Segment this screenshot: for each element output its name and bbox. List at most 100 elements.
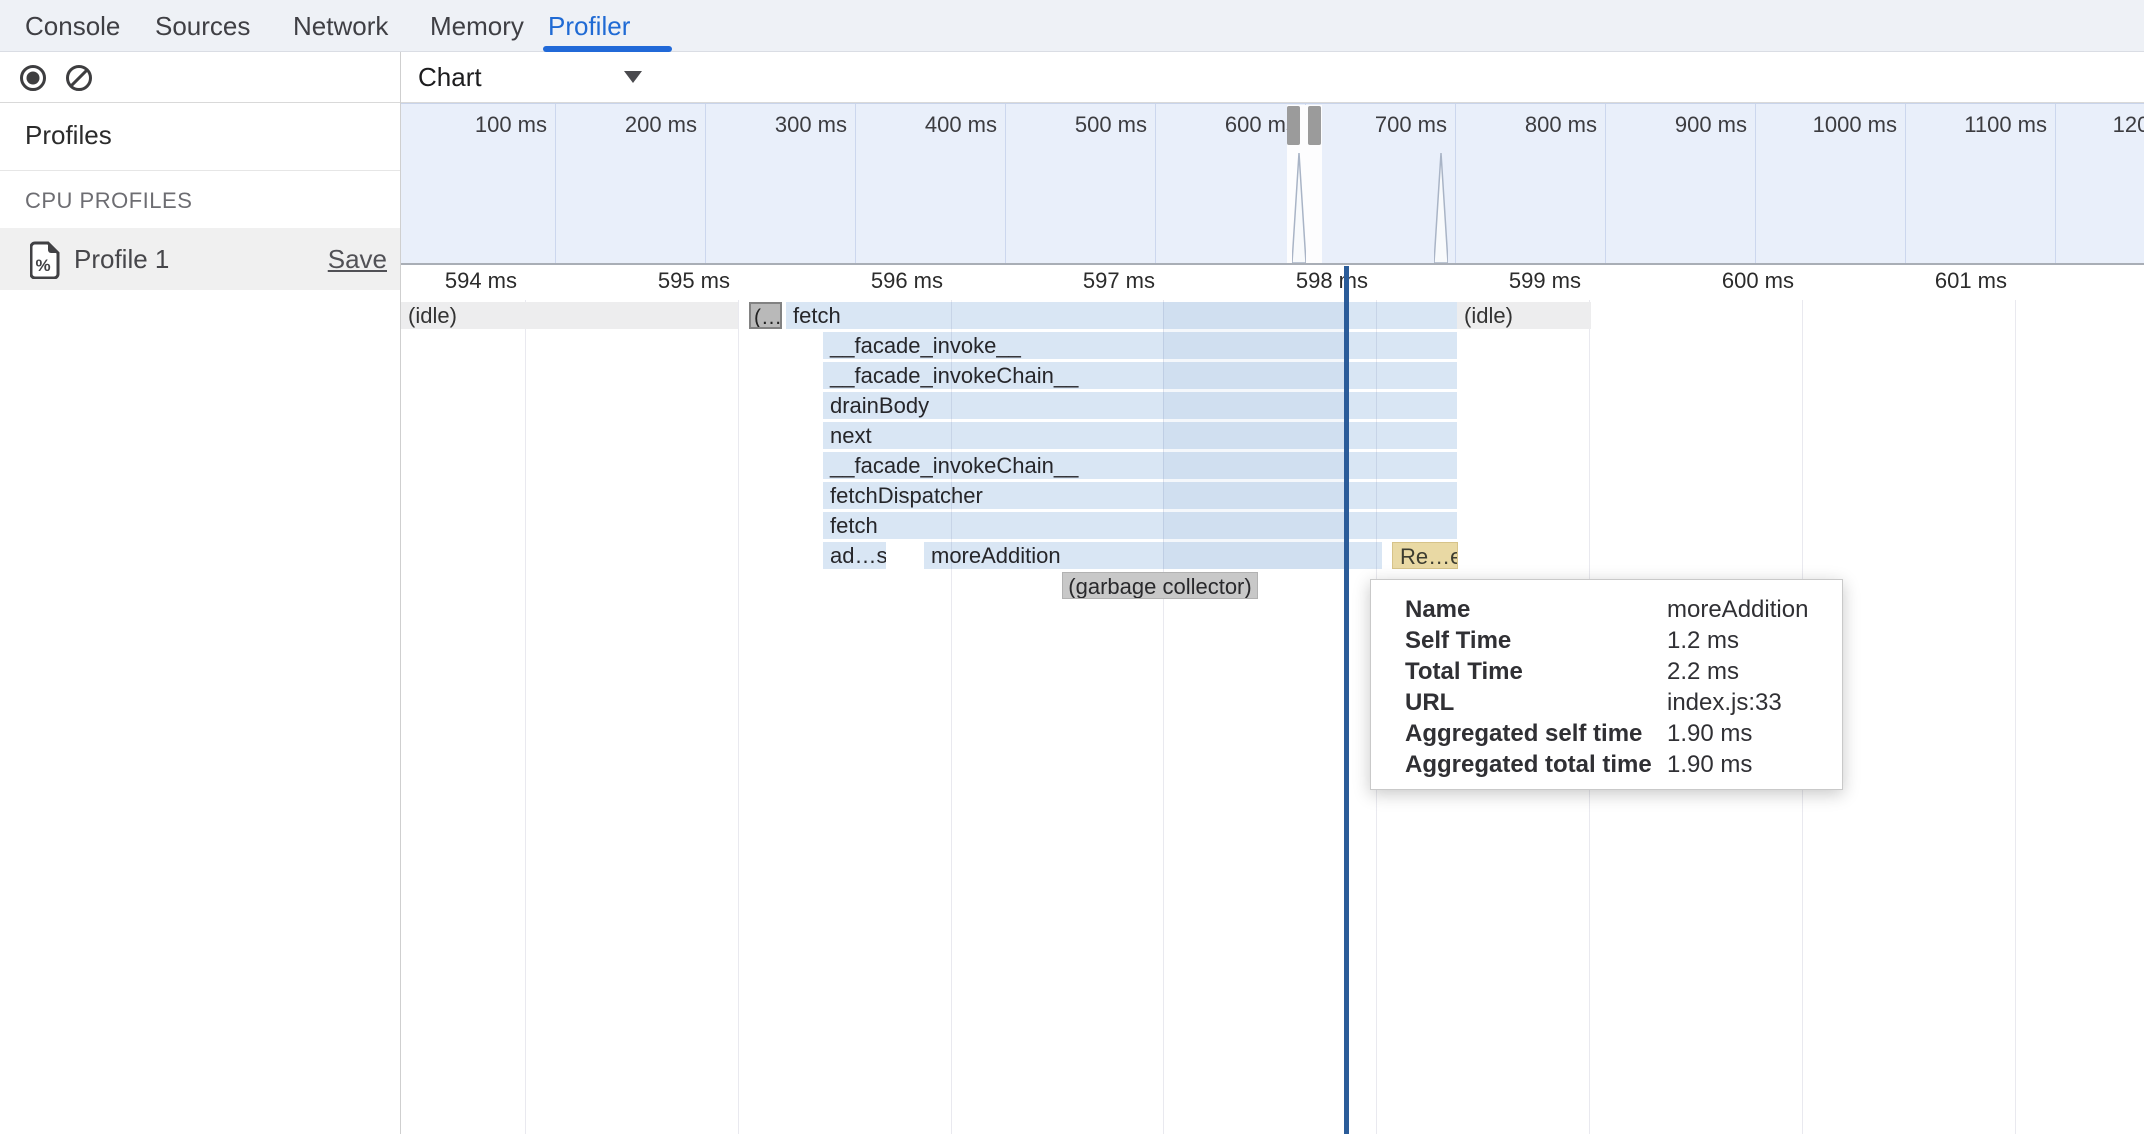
- gridline: [525, 300, 526, 1134]
- overview-column-separator: [1455, 104, 1456, 263]
- devtools-tab[interactable]: Memory: [430, 11, 524, 41]
- devtools-tab-bar: [0, 0, 2144, 52]
- gridline: [2015, 300, 2016, 1134]
- overview-column-separator: [1905, 104, 1906, 263]
- tooltip-row-label: Aggregated self time: [1405, 720, 1643, 747]
- flame-bar[interactable]: fetch: [823, 512, 1457, 539]
- overview-time-label: 100 ms: [474, 112, 547, 137]
- flame-bar[interactable]: ad…s: [823, 542, 886, 569]
- ruler-time-label: 596 ms: [870, 268, 943, 293]
- flame-bar[interactable]: (idle): [401, 302, 738, 329]
- tooltip-row-value: moreAddition: [1667, 596, 1809, 623]
- overview-column-separator: [705, 104, 706, 263]
- profile-list-item[interactable]: % Profile 1 Save: [0, 228, 400, 290]
- tooltip-row-label: URL: [1405, 689, 1455, 716]
- tooltip-row-value: 1.90 ms: [1667, 720, 1753, 747]
- chevron-down-icon[interactable]: [624, 71, 642, 83]
- overview-time-label: 800 ms: [1524, 112, 1597, 137]
- flame-bar[interactable]: drainBody: [823, 392, 1457, 419]
- cpu-profiles-section-label: CPU PROFILES: [25, 188, 193, 213]
- overview-time-label: 700 ms: [1374, 112, 1447, 137]
- overview-column-separator: [1155, 104, 1156, 263]
- profiler-toolbar: [0, 52, 2144, 103]
- tooltip-row-label: Name: [1405, 596, 1471, 623]
- ruler-time-label: 599 ms: [1508, 268, 1581, 293]
- current-time-marker[interactable]: [1344, 266, 1349, 1134]
- flame-bar[interactable]: (idle): [1457, 302, 1591, 329]
- flame-bar[interactable]: __facade_invokeChain__: [823, 362, 1457, 389]
- gridline: [738, 300, 739, 1134]
- flame-bar[interactable]: __facade_invoke__: [823, 332, 1457, 359]
- flame-bar[interactable]: next: [823, 422, 1457, 449]
- profiles-heading: Profiles: [25, 120, 112, 150]
- sidebar-section-divider: [0, 170, 400, 171]
- overview-time-label: 1000 ms: [1812, 112, 1897, 137]
- ruler-time-label: 601 ms: [1934, 268, 2007, 293]
- overview-column-separator: [1605, 104, 1606, 263]
- tooltip-row-value: 2.2 ms: [1667, 658, 1740, 685]
- devtools-tab[interactable]: Sources: [155, 11, 251, 41]
- overview-column-separator: [1005, 104, 1006, 263]
- flame-bar[interactable]: fetch: [786, 302, 1457, 329]
- tooltip-row-label: Self Time: [1405, 627, 1512, 654]
- cpu-usage-spike: [1434, 153, 1448, 263]
- overview-time-label: 300 ms: [774, 112, 847, 137]
- tooltip-row-value: 1.90 ms: [1667, 751, 1753, 778]
- tooltip-row-label: Total Time: [1405, 658, 1523, 685]
- overview-column-separator: [1755, 104, 1756, 263]
- record-profile-button[interactable]: [18, 63, 48, 93]
- overview-time-label: 600 ms: [1224, 112, 1297, 137]
- selection-drag-handle[interactable]: [1287, 106, 1300, 145]
- gridline: [951, 300, 952, 1134]
- overview-time-label: 500 ms: [1074, 112, 1147, 137]
- cpu-usage-spike: [1292, 153, 1306, 263]
- tooltip-row-value: 1.2 ms: [1667, 627, 1740, 654]
- selection-drag-handle[interactable]: [1308, 106, 1321, 145]
- tooltip-row-value: index.js:33: [1667, 689, 1782, 716]
- highlight-range-band: [1163, 302, 1349, 569]
- devtools-tab[interactable]: Console: [25, 11, 121, 41]
- ruler-time-label: 597 ms: [1082, 268, 1155, 293]
- overview-time-label: 1100 ms: [1964, 112, 2047, 137]
- ruler-time-label: 594 ms: [444, 268, 517, 293]
- tooltip-row-label: Aggregated total time: [1405, 751, 1652, 778]
- svg-text:%: %: [35, 256, 50, 275]
- ruler-time-label: 598 ms: [1295, 268, 1368, 293]
- overview-time-label: 900 ms: [1674, 112, 1747, 137]
- active-tab-underline: [543, 46, 672, 52]
- overview-time-label: 400 ms: [924, 112, 997, 137]
- profile-document-icon: %: [30, 241, 60, 279]
- flame-bar[interactable]: Re…e: [1392, 542, 1458, 569]
- gridline: [1163, 300, 1164, 1134]
- overview-column-separator: [2055, 104, 2056, 263]
- overview-time-label: 200 ms: [624, 112, 697, 137]
- frame-details-tooltip: Name moreAddition Self Time 1.2 ms Total…: [1370, 579, 1843, 790]
- save-profile-link[interactable]: Save: [327, 244, 387, 274]
- profile-name: Profile 1: [74, 244, 170, 274]
- overview-column-separator: [555, 104, 556, 263]
- overview-time-label: 1200 ms: [2112, 112, 2144, 137]
- devtools-tab[interactable]: Profiler: [548, 11, 631, 41]
- sidebar-divider: [400, 52, 401, 1134]
- ruler-time-label: 595 ms: [657, 268, 730, 293]
- clear-profiles-button[interactable]: [64, 63, 94, 93]
- flame-bar[interactable]: (garbage collector): [1062, 572, 1258, 599]
- flame-bar[interactable]: (…: [749, 302, 782, 329]
- overview-bottom-border: [401, 263, 2144, 265]
- flame-bar[interactable]: moreAddition: [924, 542, 1382, 569]
- detail-time-ruler[interactable]: [401, 266, 2144, 300]
- flame-bar[interactable]: fetchDispatcher: [823, 482, 1457, 509]
- flame-bar[interactable]: __facade_invokeChain__: [823, 452, 1457, 479]
- overview-column-separator: [855, 104, 856, 263]
- devtools-tab[interactable]: Network: [293, 11, 389, 41]
- timeline-overview[interactable]: [401, 103, 2144, 265]
- ruler-time-label: 600 ms: [1721, 268, 1794, 293]
- view-mode-dropdown[interactable]: Chart: [418, 52, 482, 102]
